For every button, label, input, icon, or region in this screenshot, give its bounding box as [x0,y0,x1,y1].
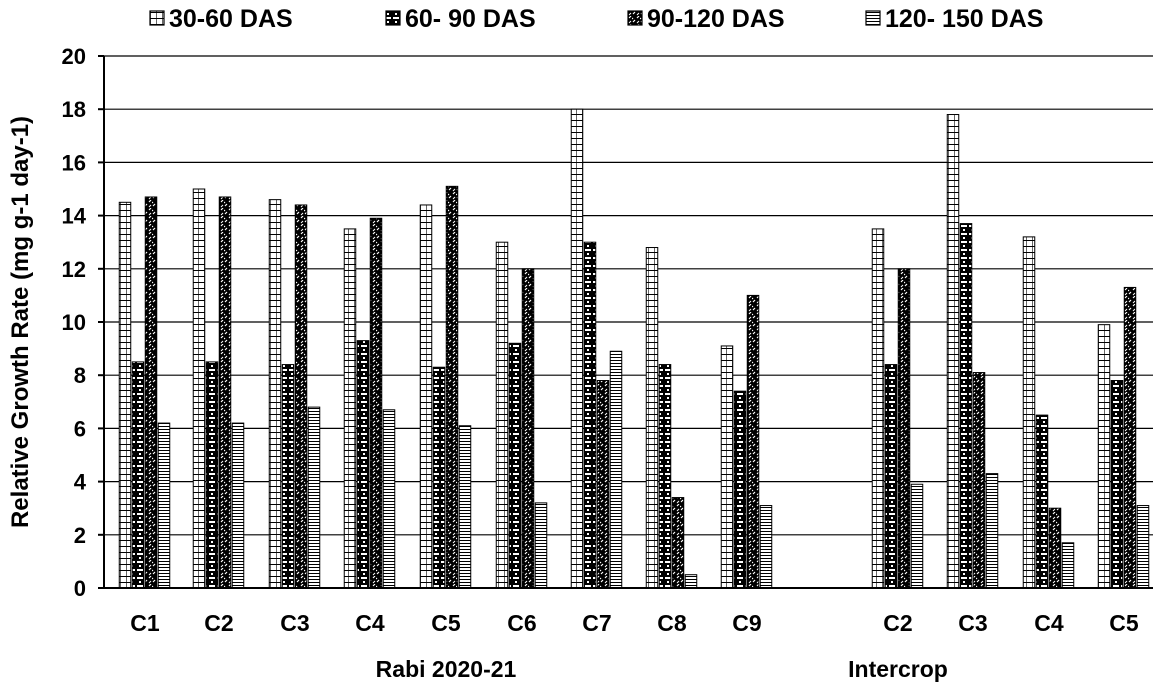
bar-90-120-das [445,185,459,589]
bar-120-150-das [382,409,396,589]
bar-90-120-das [294,204,308,589]
bar-90-120-das [1123,286,1137,589]
y-tick-label: 8 [74,363,86,388]
bar-60-90-das [733,390,747,589]
y-tick-label: 16 [62,150,86,175]
x-tick-label: C8 [657,610,687,636]
y-tick-label: 12 [62,257,86,282]
bar-30-60-das [946,114,960,589]
axes [98,55,1153,589]
bar-30-60-das [343,228,357,589]
bar-120-150-das [684,574,698,589]
bar-120-150-das [534,502,548,589]
bar-90-120-das [746,294,760,589]
legend-label-120-150-das: 120- 150 DAS [885,5,1043,33]
bar-30-60-das [645,247,659,589]
bar-90-120-das [897,268,911,589]
group-label: Rabi 2020-21 [376,656,517,682]
bar-90-120-das [596,380,610,589]
y-tick-label: 6 [74,416,86,441]
bar-30-60-das [419,204,433,589]
x-tick-label: C5 [1109,610,1139,636]
legend-swatch-60-90-das [385,10,401,26]
legend-swatch-120-150-das [865,10,881,26]
y-tick-labels: 0 2 4 6 8 10 12 14 16 18 20 [62,44,87,601]
x-tick-label: C6 [507,610,536,636]
bar-90-120-das [1048,507,1062,589]
bar-90-120-das [218,196,232,589]
bar-120-150-das [307,406,321,589]
bar-120-150-das [1061,542,1075,589]
y-axis-label: Relative Growth Rate (mg g-1 day-1) [7,116,34,528]
y-tick-label: 20 [62,44,86,69]
bar-30-60-das [1097,324,1111,589]
legend-label-90-120-das: 90-120 DAS [647,5,785,33]
y-tick-label: 14 [62,204,87,229]
legend-label-30-60-das: 30-60 DAS [169,5,293,33]
x-tick-label: C5 [431,610,461,636]
legend-swatch-90-120-das [627,10,643,26]
bar-60-90-das [658,364,672,589]
bar-60-90-das [1035,414,1049,589]
bar-60-90-das [959,223,973,589]
bar-90-120-das [972,372,986,589]
bar-90-120-das [671,497,685,589]
bar-120-150-das [157,422,171,589]
group-labels: Rabi 2020-21 Intercrop [376,656,948,682]
x-tick-label: C1 [130,610,160,636]
bar-120-150-das [910,483,924,589]
y-tick-label: 2 [74,523,86,548]
bar-60-90-das [205,361,219,589]
bars [118,108,1150,589]
x-tick-label: C3 [280,610,309,636]
x-tick-label: C2 [883,610,912,636]
x-tick-label: C7 [582,610,611,636]
bar-30-60-das [268,199,282,589]
bar-120-150-das [458,425,472,589]
bar-90-120-das [144,196,158,589]
y-tick-label: 18 [62,97,86,122]
bar-90-120-das [521,268,535,589]
bar-120-150-das [609,350,623,589]
bar-60-90-das [281,364,295,589]
y-tick-label: 4 [74,470,87,495]
bar-30-60-das [118,201,132,589]
group-label: Intercrop [848,656,948,682]
bar-60-90-das [1110,380,1124,589]
bar-30-60-das [570,108,584,589]
bar-60-90-das [583,241,597,589]
x-tick-label: C3 [958,610,987,636]
bar-120-150-das [1136,505,1150,589]
legend: 30-60 DAS 60- 90 DAS 90-120 DAS 120- 150 DA… [149,5,1043,33]
bar-30-60-das [192,188,206,589]
legend-swatch-30-60-das [149,10,165,26]
x-tick-label: C4 [355,610,385,636]
y-tick-label: 0 [74,576,86,601]
bar-60-90-das [356,340,370,589]
bar-120-150-das [985,473,999,589]
x-tick-labels: C1 C2 C3 C4 C5 C6 C7 C8 C9 C2 C3 C4 C5 [130,610,1139,636]
x-tick-label: C9 [732,610,761,636]
bar-120-150-das [231,422,245,589]
bar-120-150-das [759,505,773,589]
bar-60-90-das [432,366,446,589]
x-tick-label: C4 [1034,610,1064,636]
bar-60-90-das [884,364,898,589]
bar-30-60-das [1022,236,1036,589]
bar-60-90-das [508,342,522,589]
bar-30-60-das [720,345,734,589]
x-tick-label: C2 [204,610,233,636]
bar-30-60-das [495,241,509,589]
bar-60-90-das [131,361,145,589]
bar-90-120-das [369,217,383,589]
y-tick-label: 10 [62,310,86,335]
legend-label-60-90-das: 60- 90 DAS [405,5,536,33]
bar-30-60-das [871,228,885,589]
